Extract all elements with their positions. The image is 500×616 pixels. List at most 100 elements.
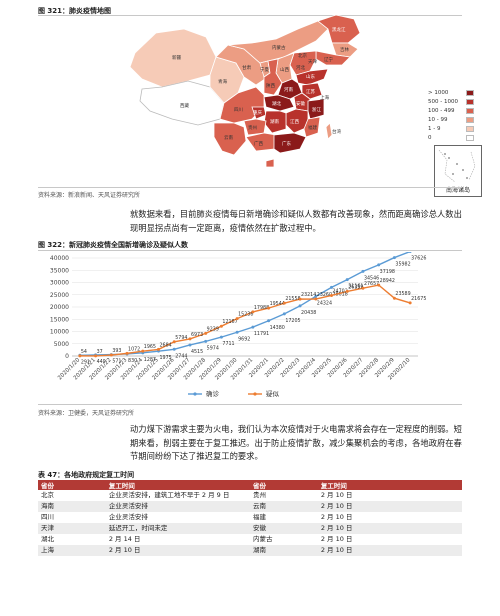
series-line-疑似 bbox=[79, 284, 411, 357]
data-label: 5974 bbox=[207, 345, 219, 351]
label-shandong: 山东 bbox=[306, 73, 315, 80]
paragraph-1: 就数据来看，目前肺炎疫情每日新增确诊和疑似人数都有改善现象，然而距离确诊总人数出… bbox=[130, 209, 462, 233]
table-cell: 2 月 10 日 bbox=[317, 523, 462, 534]
data-label: 21558 bbox=[285, 296, 300, 302]
table-cell: 北京 bbox=[41, 491, 54, 499]
table-cell: 云南 bbox=[249, 501, 318, 512]
province-hubei bbox=[263, 94, 295, 112]
legend-item: 100 - 499 bbox=[428, 106, 474, 115]
table-row: 上海 2 月 10 日 湖南 2 月 10 日 bbox=[38, 545, 462, 556]
label-jiangxi: 江西 bbox=[290, 118, 299, 125]
data-label: 34546 bbox=[364, 275, 379, 281]
data-point bbox=[298, 297, 302, 301]
data-point bbox=[314, 297, 318, 301]
table-cell: 上海 bbox=[38, 545, 106, 556]
legend-label: 10 - 99 bbox=[428, 116, 448, 123]
table-row: 天津 延迟开工，时间未定 安徽 2 月 10 日 bbox=[38, 523, 462, 534]
data-label: 15238 bbox=[238, 312, 253, 318]
data-point bbox=[188, 337, 192, 341]
table-cell: 2 月 10 日 bbox=[320, 535, 353, 543]
legend-label: > 1000 bbox=[428, 89, 449, 96]
figure-2-source: 资料来源：卫健委，天风证券研究所 bbox=[38, 410, 135, 417]
legend-swatch bbox=[466, 134, 474, 141]
data-point bbox=[282, 312, 286, 316]
legend-label: 0 bbox=[428, 134, 432, 141]
province-heilongjiang bbox=[317, 14, 361, 44]
label-sichuan: 四川 bbox=[234, 107, 243, 113]
data-point bbox=[345, 289, 349, 293]
data-label: 440 bbox=[97, 359, 106, 365]
data-label: 2684 bbox=[160, 342, 172, 348]
y-tick-label: 15000 bbox=[50, 316, 69, 323]
y-tick-label: 40000 bbox=[50, 255, 69, 262]
province-jilin bbox=[331, 42, 359, 58]
figure-1-bottom-rule bbox=[38, 187, 462, 188]
label-guangdong: 广东 bbox=[282, 140, 291, 147]
data-label: 9239 bbox=[207, 326, 219, 332]
figure-1-title: 图 321：肺炎疫情地图 bbox=[38, 7, 112, 15]
data-label: 28018 bbox=[333, 291, 348, 297]
data-point bbox=[78, 354, 82, 358]
label-beijing: 北京 bbox=[298, 52, 307, 59]
province-guangdong bbox=[273, 132, 307, 154]
data-point bbox=[219, 324, 223, 328]
label-shanxi: 山西 bbox=[280, 66, 289, 73]
label-qinghai: 青海 bbox=[218, 78, 227, 85]
legend-marker bbox=[193, 392, 197, 396]
map-svg: 新疆 西藏 青海 甘肃 四川 云南 内蒙古 黑龙江 吉林 辽宁 北京 天津 河北… bbox=[129, 14, 361, 168]
y-tick-label: 0 bbox=[65, 353, 69, 360]
data-label: 37198 bbox=[380, 269, 395, 275]
table-cell: 2 月 14 日 bbox=[108, 535, 141, 543]
table-cell: 湖南 bbox=[249, 545, 318, 556]
table-cell: 2 月 10 日 bbox=[105, 545, 250, 556]
data-label: 24702 bbox=[333, 288, 348, 294]
province-hainan bbox=[265, 158, 275, 168]
y-tick-label: 20000 bbox=[50, 304, 69, 311]
data-point bbox=[204, 331, 208, 335]
data-point bbox=[125, 351, 129, 355]
data-label: 37626 bbox=[411, 256, 426, 262]
table-cell: 贵州 bbox=[252, 491, 266, 499]
label-hebei: 河北 bbox=[296, 64, 305, 71]
legend-swatch bbox=[466, 89, 474, 96]
series-line-确诊 bbox=[79, 250, 411, 356]
legend-label: 确诊 bbox=[206, 389, 220, 398]
table-header-row: 省份 复工时间 省份 复工时间 bbox=[38, 480, 462, 490]
legend-item: 500 - 1000 bbox=[428, 97, 474, 106]
data-label: 7711 bbox=[222, 341, 234, 347]
data-label: 24324 bbox=[317, 300, 332, 306]
legend-swatch bbox=[466, 107, 474, 114]
data-label: 1975 bbox=[160, 355, 172, 361]
figure-2-title: 图 322：新冠肺炎疫情全国新增确诊及疑似人数 bbox=[38, 241, 189, 249]
province-jiangsu bbox=[301, 82, 323, 100]
table-row: 北京 企业灵活安排，建筑工地不早于 2 月 9 日 贵州 2 月 10 日 bbox=[38, 490, 462, 501]
data-label: 17988 bbox=[254, 305, 269, 311]
table-cell: 企业灵活安排，建筑工地不早于 2 月 9 日 bbox=[108, 491, 230, 499]
data-point bbox=[235, 330, 239, 334]
label-chongqing: 重庆 bbox=[253, 109, 262, 116]
data-point bbox=[235, 317, 239, 321]
legend-swatch bbox=[466, 125, 474, 132]
label-zhejiang: 浙江 bbox=[312, 106, 321, 113]
data-label: 23214 bbox=[301, 292, 316, 298]
y-tick-label: 10000 bbox=[50, 329, 69, 336]
label-hubei: 湖北 bbox=[272, 100, 281, 107]
data-point bbox=[282, 301, 286, 305]
table-cell: 2 月 10 日 bbox=[320, 513, 353, 521]
label-guizhou: 贵州 bbox=[248, 124, 257, 131]
y-tick-label: 30000 bbox=[50, 280, 69, 287]
table-cell: 2 月 10 日 bbox=[317, 545, 462, 556]
data-label: 9692 bbox=[238, 336, 250, 342]
data-point bbox=[330, 293, 333, 297]
data-label: 393 bbox=[112, 348, 121, 354]
table-row: 四川 企业灵活安排 福建 2 月 10 日 bbox=[38, 512, 462, 523]
legend-item: 1 - 9 bbox=[428, 124, 474, 133]
data-label: 1287 bbox=[144, 357, 156, 363]
south-china-sea-inset: 南海诸岛 bbox=[434, 145, 482, 197]
data-label: 28942 bbox=[380, 278, 395, 284]
map-legend: > 1000 500 - 1000 100 - 499 10 - 99 1 - … bbox=[428, 88, 474, 142]
table-cell: 内蒙古 bbox=[252, 535, 273, 543]
label-xinjiang: 新疆 bbox=[172, 54, 181, 61]
data-point bbox=[377, 283, 381, 287]
label-guangxi: 广西 bbox=[254, 140, 263, 147]
